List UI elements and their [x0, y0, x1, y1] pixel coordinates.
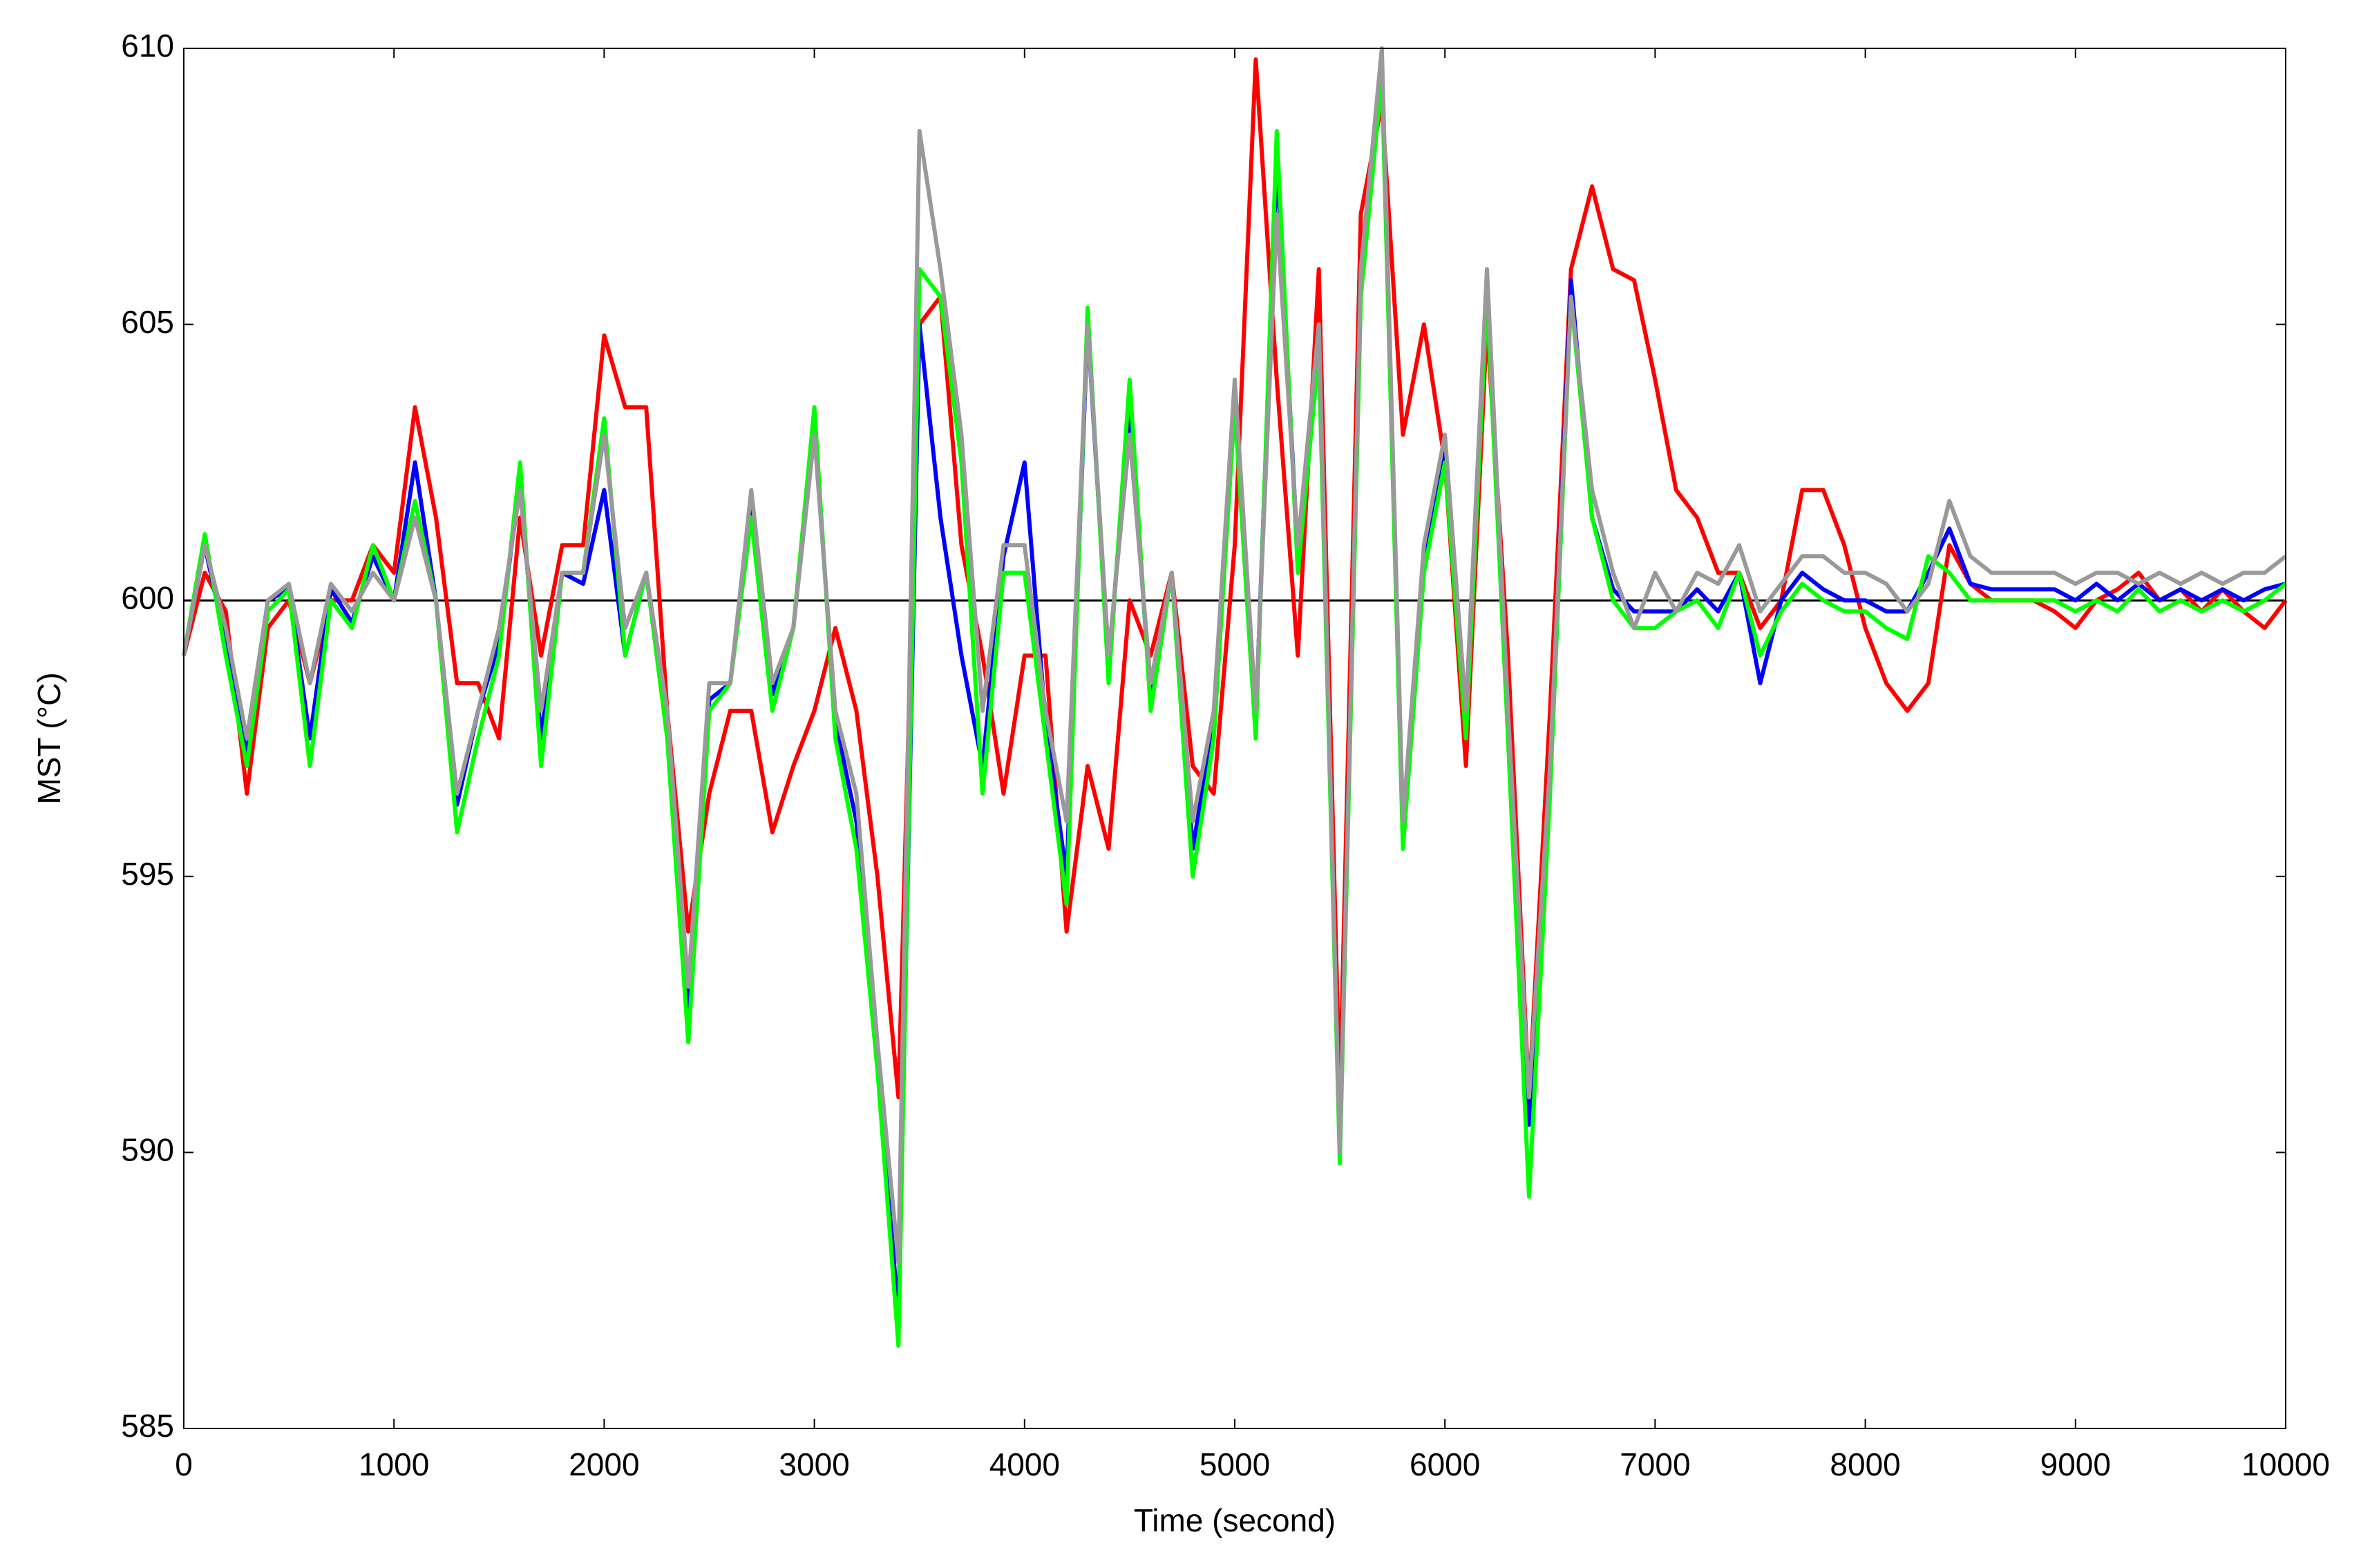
- y-axis-label: MST (°C): [31, 672, 67, 804]
- data-line: [182, 46, 2287, 1265]
- x-tick-label: 10000: [2241, 1446, 2330, 1482]
- data-line: [182, 57, 2288, 1100]
- x-tick-label: 7000: [1620, 1446, 1690, 1482]
- y-tick-label: 605: [121, 304, 174, 340]
- x-tick-label: 3000: [779, 1446, 849, 1482]
- x-tick-label: 9000: [2040, 1446, 2111, 1482]
- y-tick-label: 600: [121, 580, 174, 615]
- x-tick-label: 4000: [989, 1446, 1060, 1482]
- x-axis-label: Time (second): [1134, 1502, 1336, 1538]
- plot-frame: [183, 48, 2286, 1429]
- x-tick-label: 8000: [1830, 1446, 1900, 1482]
- y-tick-label: 610: [121, 28, 174, 64]
- x-tick-label: 0: [175, 1446, 193, 1482]
- x-tick-label: 5000: [1200, 1446, 1270, 1482]
- y-tick-label: 590: [121, 1132, 174, 1168]
- x-tick-label: 1000: [359, 1446, 429, 1482]
- y-tick-label: 595: [121, 856, 174, 892]
- y-tick-label: 585: [121, 1408, 174, 1444]
- x-tick-label: 6000: [1410, 1446, 1480, 1482]
- x-tick-label: 2000: [569, 1446, 639, 1482]
